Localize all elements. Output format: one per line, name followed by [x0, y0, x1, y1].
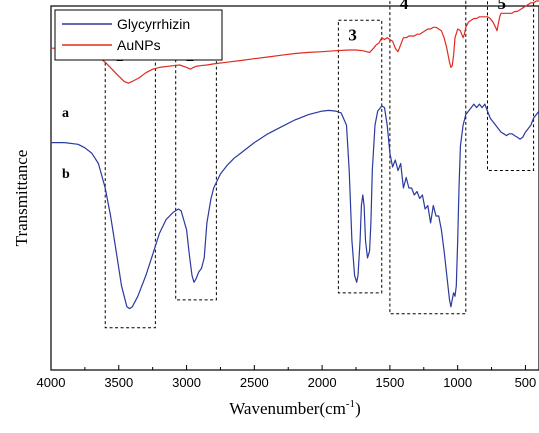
- region-box-1: [104, 40, 156, 329]
- x-axis-title: Wavenumber(cm-1): [229, 398, 360, 418]
- legend-box: [54, 9, 223, 61]
- curve-label-b: b: [62, 167, 70, 182]
- series-line-aunps: [51, 0, 539, 84]
- x-tick-label: 1000: [443, 375, 472, 390]
- x-tick-label: 2500: [240, 375, 269, 390]
- region-box-3: [337, 19, 383, 294]
- x-axis-title-close: ): [355, 399, 361, 418]
- region-label-4: 4: [400, 0, 409, 13]
- legend-label-aunps: AuNPs: [117, 37, 161, 53]
- region-box-2: [175, 40, 217, 301]
- region-label-5: 5: [497, 0, 506, 13]
- legend-label-glycyrrhizin: Glycyrrhizin: [117, 16, 190, 32]
- x-tick-label: 4000: [37, 375, 66, 390]
- y-axis-title: Transmittance: [12, 150, 31, 247]
- plot-frame: [50, 5, 539, 371]
- x-tick-label: 3000: [172, 375, 201, 390]
- x-tick-label: 3500: [104, 375, 133, 390]
- x-axis-title-main: Wavenumber(cm: [229, 399, 346, 418]
- x-tick-label: 500: [515, 375, 537, 390]
- legend: Glycyrrhizin AuNPs: [54, 9, 223, 61]
- series-line-glycyrrhizin: [51, 103, 539, 310]
- x-axis-title-sup: -1: [346, 398, 355, 410]
- curve-label-a: a: [62, 106, 69, 121]
- region-label-3: 3: [348, 25, 357, 44]
- x-tick-label: 1500: [375, 375, 404, 390]
- x-tick-label: 2000: [308, 375, 337, 390]
- x-axis-ticks: 4000 3500 3000 2500 2000 1500 1000 500: [37, 365, 537, 390]
- spectra-lines: [51, 0, 539, 310]
- region-box-5: [486, 0, 535, 172]
